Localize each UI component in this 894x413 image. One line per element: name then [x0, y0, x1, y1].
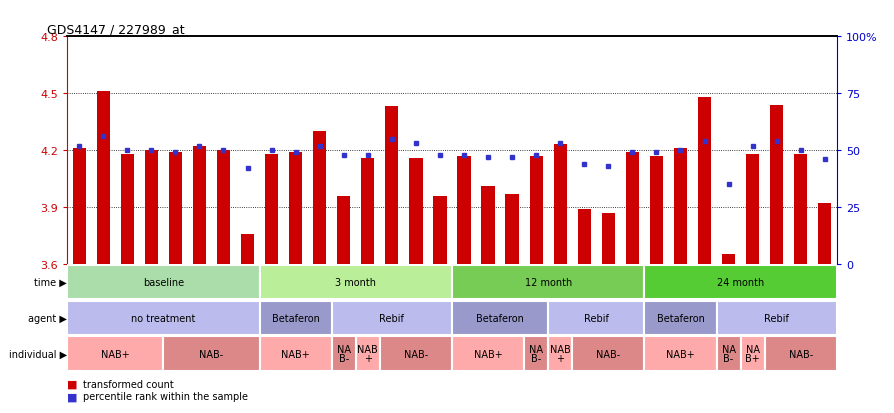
Bar — [739, 337, 763, 371]
Bar — [192, 147, 206, 264]
Bar — [355, 337, 379, 371]
Bar — [673, 149, 687, 264]
Bar — [577, 209, 590, 264]
Text: NAB-: NAB- — [788, 349, 812, 359]
Bar — [451, 337, 524, 371]
Bar — [481, 187, 494, 264]
Text: GDS4147 / 227989_at: GDS4147 / 227989_at — [47, 23, 184, 36]
Text: Betaferon: Betaferon — [476, 313, 523, 323]
Bar — [361, 158, 374, 264]
Bar — [265, 154, 278, 264]
Text: transformed count: transformed count — [83, 379, 173, 389]
Bar — [169, 153, 181, 264]
Bar — [97, 92, 110, 264]
Text: NAB
+: NAB + — [549, 344, 570, 363]
Bar — [384, 107, 398, 264]
Bar — [547, 301, 644, 335]
Bar — [644, 265, 836, 299]
Bar — [769, 105, 782, 264]
Text: NA
B+: NA B+ — [745, 344, 759, 363]
Bar — [259, 301, 332, 335]
Bar — [817, 204, 831, 264]
Bar — [163, 337, 259, 371]
Bar — [571, 337, 644, 371]
Text: Betaferon: Betaferon — [656, 313, 704, 323]
Text: 3 month: 3 month — [335, 277, 375, 287]
Text: Rebif: Rebif — [763, 313, 789, 323]
Text: NAB
+: NAB + — [357, 344, 378, 363]
Bar — [289, 153, 302, 264]
Bar — [332, 337, 356, 371]
Bar — [697, 98, 711, 264]
Bar — [259, 265, 451, 299]
Text: NA
B-: NA B- — [528, 344, 543, 363]
Bar — [529, 157, 542, 264]
Bar — [716, 337, 740, 371]
Text: NAB+: NAB+ — [665, 349, 694, 359]
Text: NA
B-: NA B- — [336, 344, 350, 363]
Bar — [649, 157, 662, 264]
Bar — [763, 337, 836, 371]
Bar — [451, 265, 644, 299]
Bar — [121, 154, 134, 264]
Bar — [337, 196, 350, 264]
Bar — [216, 151, 230, 264]
Bar — [451, 301, 547, 335]
Text: 24 month: 24 month — [716, 277, 763, 287]
Bar — [240, 234, 254, 264]
Text: individual ▶: individual ▶ — [9, 349, 67, 359]
Text: Betaferon: Betaferon — [272, 313, 319, 323]
Text: time ▶: time ▶ — [34, 277, 67, 287]
Text: Rebif: Rebif — [583, 313, 608, 323]
Text: baseline: baseline — [143, 277, 183, 287]
Bar — [524, 337, 547, 371]
Bar — [721, 255, 734, 264]
Bar — [72, 149, 86, 264]
Bar — [553, 145, 566, 264]
Bar — [746, 154, 758, 264]
Bar — [644, 337, 716, 371]
Bar — [433, 196, 446, 264]
Bar — [313, 132, 326, 264]
Bar — [601, 213, 614, 264]
Bar — [67, 265, 259, 299]
Text: no treatment: no treatment — [131, 313, 195, 323]
Text: NA
B-: NA B- — [721, 344, 735, 363]
Text: Rebif: Rebif — [379, 313, 404, 323]
Bar — [332, 301, 451, 335]
Bar — [547, 337, 571, 371]
Text: NAB-: NAB- — [403, 349, 427, 359]
Text: NAB-: NAB- — [199, 349, 224, 359]
Bar — [409, 158, 422, 264]
Text: NAB-: NAB- — [595, 349, 620, 359]
Bar — [625, 153, 638, 264]
Bar — [67, 301, 259, 335]
Text: NAB+: NAB+ — [101, 349, 130, 359]
Bar — [716, 301, 836, 335]
Bar — [505, 194, 519, 264]
Bar — [259, 337, 332, 371]
Text: ■: ■ — [67, 392, 78, 401]
Bar — [793, 154, 806, 264]
Bar — [67, 337, 163, 371]
Bar — [457, 157, 470, 264]
Bar — [644, 301, 716, 335]
Text: agent ▶: agent ▶ — [29, 313, 67, 323]
Text: 12 month: 12 month — [524, 277, 571, 287]
Text: ■: ■ — [67, 379, 78, 389]
Text: NAB+: NAB+ — [281, 349, 309, 359]
Bar — [145, 151, 157, 264]
Text: NAB+: NAB+ — [473, 349, 502, 359]
Text: percentile rank within the sample: percentile rank within the sample — [83, 392, 248, 401]
Bar — [379, 337, 451, 371]
